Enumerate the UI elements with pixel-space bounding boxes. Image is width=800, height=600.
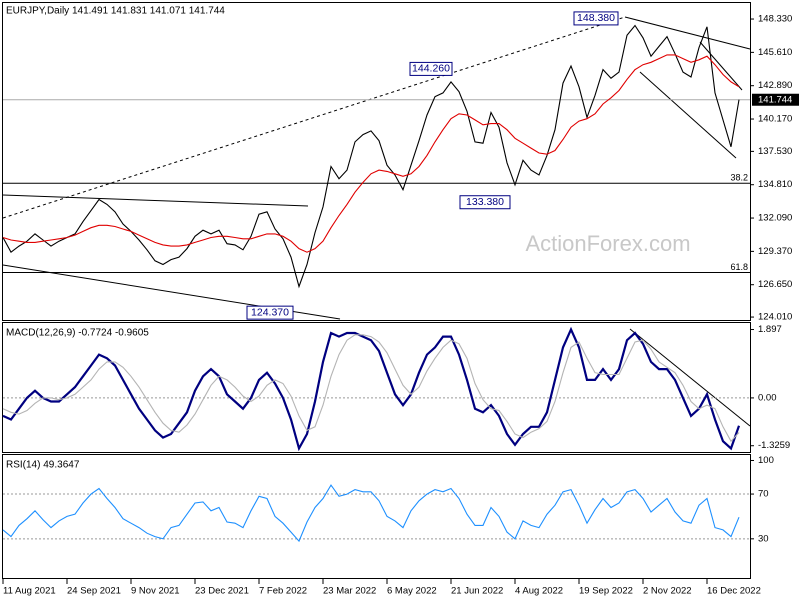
trend-line: [2, 194, 309, 207]
annotation-label: 144.260: [412, 63, 450, 75]
fib-label: 38.2: [730, 173, 748, 183]
fib-label: 61.8: [730, 262, 748, 272]
trend-line: [629, 328, 751, 427]
y-tick-label: 129.370: [758, 246, 792, 257]
x-tick-label: 9 Nov 2021: [131, 586, 180, 597]
x-tick-label: 2 Nov 2022: [643, 586, 692, 597]
annotation-label: 133.380: [466, 196, 504, 208]
annotation-label: 124.370: [251, 306, 289, 318]
series-line: [2, 24, 740, 289]
macd-pane: [2, 322, 751, 453]
y-tick-label: 134.810: [758, 179, 792, 190]
x-tick-label: 19 Sep 2022: [579, 586, 633, 597]
y-tick-label: 70: [758, 489, 769, 500]
trend-line: [699, 41, 743, 91]
trend-line: [639, 71, 737, 159]
trend-line: [624, 16, 751, 50]
x-tick-label: 11 Aug 2021: [3, 586, 56, 597]
trend-line: [2, 16, 626, 219]
x-tick-label: 24 Sep 2021: [67, 586, 121, 597]
x-tick-label: 21 Jun 2022: [451, 586, 503, 597]
last-price-box: [752, 93, 799, 106]
annotation-box: [409, 61, 453, 76]
x-tick-label: 4 Aug 2022: [515, 586, 563, 597]
y-tick-label: 132.090: [758, 213, 792, 224]
price-pane: [2, 2, 751, 321]
x-tick-label: 23 Mar 2022: [323, 586, 376, 597]
y-tick-label: 0.00: [758, 392, 777, 403]
y-tick-label: 137.530: [758, 146, 792, 157]
rsi-pane: [2, 454, 751, 579]
pane-title: EURJPY,Daily 141.491 141.831 141.071 141…: [6, 6, 225, 17]
watermark: ActionForex.com: [525, 231, 690, 256]
annotation-label: 148.380: [577, 12, 615, 24]
y-tick-label: 126.650: [758, 279, 792, 290]
annotation-box: [459, 195, 511, 210]
x-tick-label: 7 Feb 2022: [259, 586, 307, 597]
series-line: [2, 334, 740, 443]
series-line: [2, 326, 741, 452]
pane-title: MACD(12,26,9) -0.7724 -0.9605: [6, 328, 149, 339]
x-tick-label: 6 May 2022: [387, 586, 437, 597]
x-tick-label: 23 Dec 2021: [195, 586, 249, 597]
y-tick-label: 100: [758, 455, 774, 466]
last-price-label: 141.744: [758, 94, 792, 105]
y-tick-label: 145.610: [758, 47, 792, 58]
y-tick-label: 124.010: [758, 312, 792, 323]
pane-title: RSI(14) 49.3647: [6, 460, 80, 471]
y-tick-label: -1.3259: [758, 440, 790, 451]
y-tick-label: 1.897: [758, 324, 782, 335]
x-tick-label: 16 Dec 2022: [707, 586, 761, 597]
series-line: [2, 54, 740, 253]
annotation-box: [246, 305, 294, 320]
annotation-box: [573, 11, 619, 26]
trend-lines: [2, 16, 751, 427]
y-tick-label: 140.170: [758, 114, 792, 125]
y-tick-label: 30: [758, 533, 769, 544]
y-tick-label: 142.890: [758, 80, 792, 91]
y-tick-label: 148.330: [758, 14, 792, 25]
series-line: [2, 484, 740, 543]
